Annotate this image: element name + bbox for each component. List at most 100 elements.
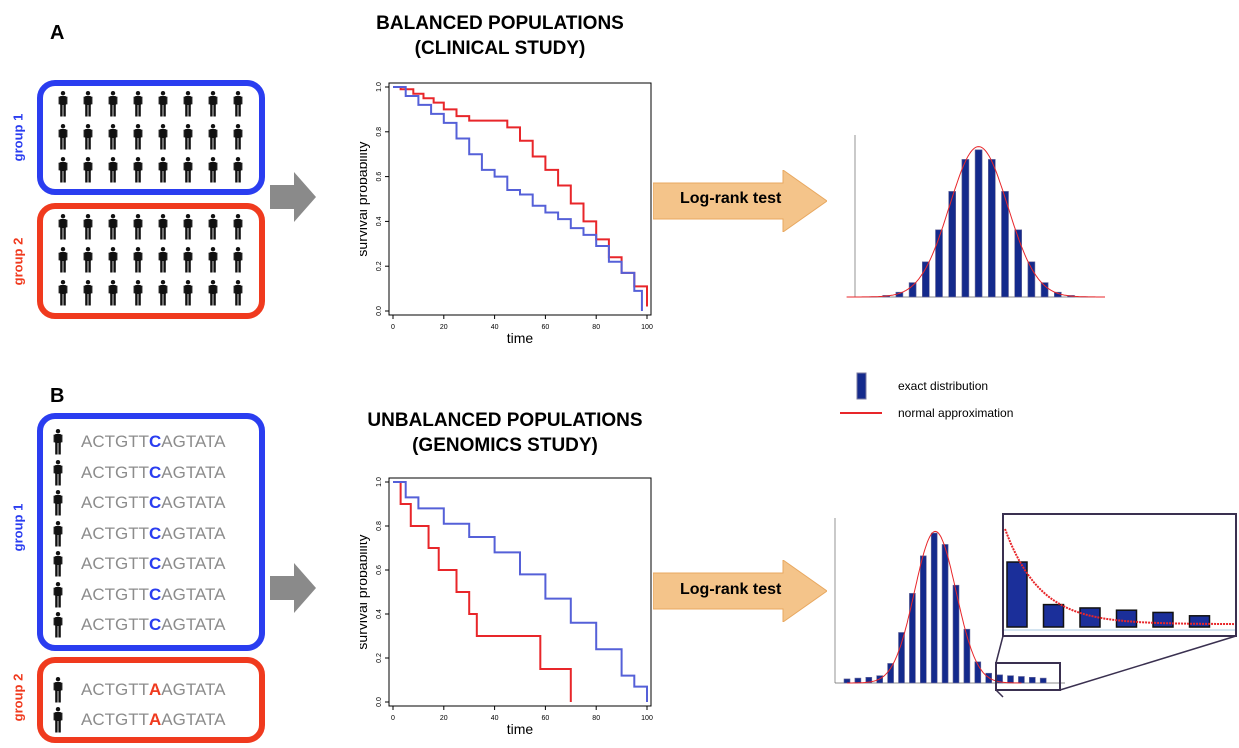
x-tick-label: 20	[440, 715, 448, 722]
x-tick-label: 60	[542, 715, 550, 722]
panel-b-letter: B	[50, 385, 65, 407]
person-icon	[233, 157, 243, 183]
normal-approximation-curve	[846, 146, 1105, 298]
distribution-bar	[1018, 676, 1025, 684]
y-tick-label: 0.0	[376, 306, 383, 316]
sequence-variant-base: C	[149, 432, 162, 451]
person-icon	[158, 214, 168, 240]
x-tick-label: 40	[491, 715, 499, 722]
person-icon	[108, 247, 118, 273]
sequence-row: ACTGTTAAGTATA	[81, 706, 226, 734]
distribution-bar	[843, 678, 851, 684]
sequence-variant-base: A	[149, 680, 162, 699]
person-icon	[58, 124, 68, 150]
person-icon	[53, 459, 63, 485]
person-icon	[58, 247, 68, 273]
normal-approximation-curve	[847, 530, 1022, 684]
red-survival-curve	[393, 481, 572, 702]
sequence-row: ACTGTTAAGTATA	[81, 676, 226, 704]
sequence-suffix: AGTATA	[161, 493, 226, 512]
inset-bar	[1006, 561, 1028, 628]
legend-bar-swatch	[856, 372, 867, 400]
distribution-bar	[963, 628, 971, 684]
zoom-connector	[995, 689, 1004, 698]
panel-a-title: BALANCED POPULATIONS (CLINICAL STUDY)	[300, 11, 700, 61]
distribution-bar	[865, 676, 873, 684]
y-tick-label: 0.6	[376, 172, 383, 182]
sequence-row: ACTGTTCAGTATA	[81, 550, 226, 578]
y-axis-label: survival probability	[360, 534, 370, 649]
x-tick-label: 0	[391, 324, 395, 331]
sequence-prefix: ACTGTT	[81, 462, 149, 482]
person-icon	[183, 247, 193, 273]
person-icon	[108, 280, 118, 306]
sequence-row: ACTGTTCAGTATA	[81, 581, 226, 609]
distribution-bar	[1027, 261, 1036, 298]
sequence-suffix: AGTATA	[161, 432, 226, 451]
panel-a-title-line2: (CLINICAL STUDY)	[414, 38, 586, 59]
y-tick-label: 0.8	[376, 127, 383, 137]
person-silhouette	[53, 490, 63, 516]
sequence-variant-base: C	[149, 615, 162, 634]
sequence-row: ACTGTTCAGTATA	[81, 489, 226, 517]
person-icon	[158, 91, 168, 117]
person-icon	[183, 91, 193, 117]
person-icon	[158, 157, 168, 183]
sequence-suffix: AGTATA	[161, 462, 226, 482]
panel-a-group1-box	[37, 80, 265, 195]
y-tick-label: 0.8	[376, 521, 383, 531]
blue-survival-curve	[393, 86, 643, 311]
sequence-prefix: ACTGTT	[81, 432, 149, 451]
person-icon	[133, 91, 143, 117]
person-icon	[53, 677, 63, 703]
panel-b-logrank-arrow	[653, 560, 827, 622]
panel-b-title-line2: (GENOMICS STUDY)	[412, 435, 598, 456]
y-tick-label: 0.2	[376, 261, 383, 271]
person-icon	[108, 214, 118, 240]
x-tick-label: 80	[592, 324, 600, 331]
sequence-variant-base: C	[149, 493, 162, 512]
person-icon	[158, 280, 168, 306]
y-axis-label: survival probability	[360, 141, 370, 256]
sequence-suffix: AGTATA	[161, 584, 226, 604]
person-icon	[233, 280, 243, 306]
person-icon	[53, 520, 63, 546]
person-silhouette	[53, 581, 63, 607]
inset-bar	[1115, 609, 1138, 628]
distribution-bar	[1014, 229, 1022, 298]
sequence-prefix: ACTGTT	[81, 554, 149, 573]
panel-a-logrank-label: Log-rank test	[680, 190, 782, 207]
person-icon	[208, 280, 218, 306]
panel-b-logrank-label: Log-rank test	[680, 581, 782, 598]
zoom-connector	[1059, 635, 1237, 691]
person-icon	[53, 429, 63, 455]
panel-b-title: UNBALANCED POPULATIONS (GENOMICS STUDY)	[305, 408, 705, 458]
person-icon	[133, 247, 143, 273]
person-silhouette	[53, 429, 63, 455]
distribution-bar	[854, 677, 862, 684]
distribution-bar	[887, 663, 894, 684]
person-icon	[133, 214, 143, 240]
distribution-bar	[1007, 675, 1014, 684]
legend-normal-label: normal approximation	[898, 406, 1014, 420]
panel-b-group1-box	[37, 413, 265, 651]
person-icon	[183, 214, 193, 240]
person-silhouette	[53, 551, 63, 577]
distribution-bar	[908, 282, 917, 298]
sequence-row: ACTGTTCAGTATA	[81, 428, 226, 456]
distribution-bar	[941, 544, 949, 684]
x-axis-label: time	[507, 721, 534, 737]
panel-a-title-line1: BALANCED POPULATIONS	[376, 13, 624, 34]
x-tick-label: 100	[641, 715, 653, 722]
sequence-variant-base: C	[149, 554, 162, 573]
sequence-suffix: AGTATA	[161, 615, 226, 634]
distribution-bar	[1039, 677, 1047, 684]
panel-a-letter: A	[50, 22, 65, 44]
sequence-row: ACTGTTCAGTATA	[81, 459, 226, 487]
zoom-connector	[995, 635, 1004, 664]
legend-exact-label: exact distribution	[898, 379, 989, 393]
person-icon	[133, 157, 143, 183]
person-icon	[233, 91, 243, 117]
person-icon	[83, 91, 93, 117]
